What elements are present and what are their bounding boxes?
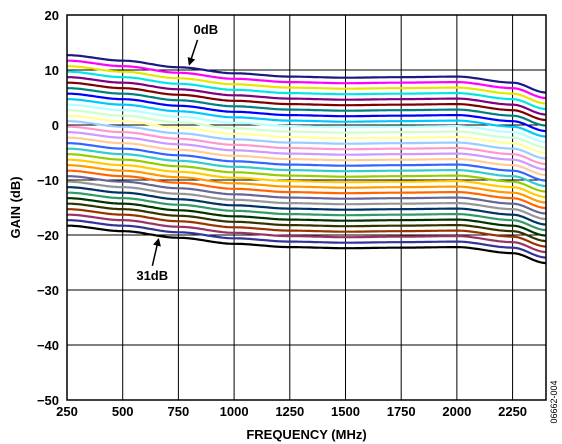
series-line-4db	[67, 76, 547, 116]
series-line-8db	[67, 98, 547, 138]
series-line-10db	[67, 109, 547, 149]
series-line-7db	[67, 92, 547, 133]
annotation-arrow	[151, 237, 161, 266]
series-line-26db	[67, 197, 547, 237]
y-tick-label: −30	[37, 283, 59, 298]
x-tick-label: 1750	[387, 404, 416, 419]
series-line-23db	[67, 180, 547, 221]
y-tick-label: −20	[37, 228, 59, 243]
series-line-0db	[67, 54, 547, 94]
y-tick-label: −50	[37, 393, 59, 408]
x-tick-label: 2000	[442, 404, 471, 419]
y-tick-label: −40	[37, 338, 59, 353]
x-tick-label: 250	[56, 404, 78, 419]
y-tick-labels: 20 10 0 −10 −20 −30 −40 −50	[37, 8, 59, 408]
series-line-20db	[67, 164, 547, 204]
series-line-22db	[67, 175, 547, 215]
series-line-2db	[67, 65, 547, 105]
series-line-28db	[66, 208, 547, 248]
series-line-14db	[66, 131, 547, 171]
series-line-9db	[67, 103, 547, 144]
y-tick-label: 10	[45, 63, 59, 78]
x-tick-label: 1000	[220, 404, 249, 419]
series-group	[66, 54, 547, 265]
series-line-12db	[67, 120, 547, 160]
annotation-label: 0dB	[194, 22, 219, 37]
series-line-27db	[66, 202, 547, 243]
series-line-30db	[66, 219, 547, 259]
series-line-13db	[67, 125, 547, 166]
x-tick-labels: 250 500 750 1000 1250 1500 1750 2000 2250	[56, 404, 527, 419]
series-line-16db	[67, 142, 547, 182]
series-line-1db	[67, 59, 547, 100]
y-tick-label: 0	[52, 118, 59, 133]
x-tick-label: 2250	[498, 404, 527, 419]
series-line-21db	[67, 169, 547, 210]
annotations: 0dB 31dB	[136, 22, 218, 283]
x-tick-label: 1250	[275, 404, 304, 419]
plot-frame	[66, 14, 547, 401]
series-line-18db	[67, 153, 547, 193]
series-line-6db	[67, 87, 547, 127]
series-line-24db	[67, 186, 547, 226]
annotation-arrow	[187, 39, 199, 66]
figure-code: 06662-004	[549, 380, 559, 423]
series-line-31db	[67, 224, 547, 265]
x-tick-label: 500	[112, 404, 134, 419]
x-tick-label: 750	[168, 404, 190, 419]
series-line-25db	[67, 191, 547, 232]
series-line-3db	[67, 70, 547, 111]
annotation-label: 31dB	[136, 268, 168, 283]
x-tick-label: 1500	[331, 404, 360, 419]
series-line-19db	[67, 158, 547, 199]
series-line-29db	[67, 213, 547, 254]
x-axis-title: FREQUENCY (MHz)	[246, 427, 366, 442]
series-line-15db	[66, 136, 547, 177]
series-line-17db	[67, 147, 547, 188]
y-axis-title: GAIN (dB)	[8, 176, 23, 238]
series-line-11db	[67, 114, 547, 155]
y-tick-label: 20	[45, 8, 59, 23]
series-line-5db	[67, 81, 547, 122]
y-tick-label: −10	[37, 173, 59, 188]
